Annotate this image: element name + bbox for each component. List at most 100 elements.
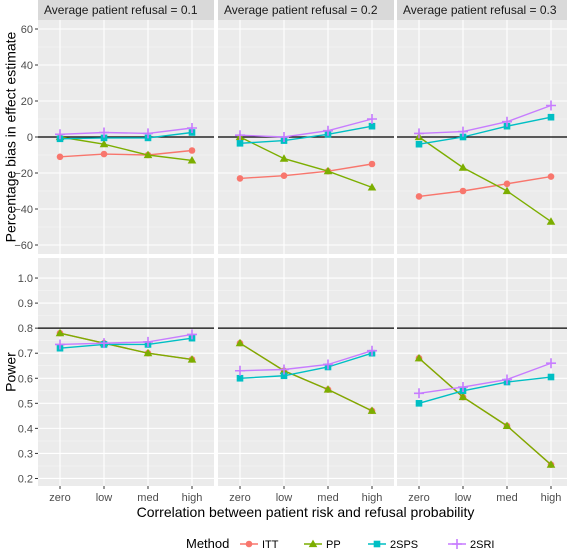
data-point-2sri bbox=[458, 126, 468, 137]
y-tick-label: 40 bbox=[21, 60, 33, 72]
legend-key-pp bbox=[308, 539, 318, 548]
panel-background bbox=[38, 258, 214, 486]
data-point-pp bbox=[502, 186, 512, 195]
y-tick-label: 0.7 bbox=[18, 348, 33, 360]
y-axis-title-bias: Percentage bias in effect estimate bbox=[3, 31, 19, 242]
y-tick-label: 0 bbox=[27, 132, 33, 144]
data-point-pp bbox=[187, 355, 197, 363]
series-line-2sri bbox=[59, 333, 193, 346]
data-point-2sri bbox=[55, 129, 65, 140]
panel bbox=[38, 20, 214, 254]
legend-label-pp: PP bbox=[326, 539, 341, 551]
series-line-pp bbox=[239, 342, 373, 412]
panel bbox=[218, 258, 394, 486]
data-point-pp bbox=[235, 338, 245, 347]
data-point-2sri bbox=[143, 336, 153, 347]
x-tick-label: med bbox=[137, 492, 158, 504]
legend-key-itt bbox=[245, 540, 253, 548]
data-point-2sps bbox=[100, 134, 108, 142]
data-point-2sri bbox=[367, 345, 377, 356]
y-tick-label: 0.9 bbox=[18, 298, 33, 310]
series-line-2sps bbox=[418, 116, 552, 145]
series-line-pp bbox=[59, 136, 193, 162]
x-tick-label: low bbox=[276, 492, 293, 504]
x-axis-title: Correlation between patient risk and ref… bbox=[137, 504, 475, 520]
legend: Method ITT PP 2SPS 2SRI bbox=[186, 536, 494, 551]
y-tick-label: −20 bbox=[14, 168, 33, 180]
data-point-2sri bbox=[458, 382, 468, 393]
x-tick-label: high bbox=[541, 492, 562, 504]
x-tick-label: zero bbox=[229, 492, 250, 504]
legend-label-2sri: 2SRI bbox=[470, 539, 494, 551]
data-point-itt bbox=[547, 173, 555, 180]
series-line-2sri bbox=[239, 350, 373, 372]
series-line-2sri bbox=[418, 362, 552, 394]
data-point-2sps bbox=[368, 122, 376, 130]
y-tick-label: −60 bbox=[14, 240, 33, 252]
panel bbox=[397, 258, 567, 486]
series-line-2sri bbox=[59, 127, 193, 135]
data-point-2sri bbox=[546, 358, 556, 369]
y-tick-label: 0.3 bbox=[18, 448, 33, 460]
x-tick-label: med bbox=[317, 492, 338, 504]
data-point-pp bbox=[367, 183, 377, 191]
data-point-itt bbox=[280, 172, 288, 179]
data-point-pp bbox=[187, 156, 197, 164]
data-point-2sps bbox=[280, 372, 288, 380]
data-point-2sri bbox=[55, 339, 65, 350]
x-tick-label: med bbox=[496, 492, 517, 504]
legend-title: Method bbox=[186, 536, 229, 551]
data-point-2sri bbox=[414, 388, 424, 399]
series-line-itt bbox=[418, 175, 552, 198]
series-line-pp bbox=[418, 357, 552, 466]
data-point-itt bbox=[503, 180, 511, 188]
y-tick-label: 0.8 bbox=[18, 323, 33, 335]
data-point-2sri bbox=[279, 132, 289, 142]
axes-layer: 60 40 20 0 −20 −40 −60 1.0 0.9 0.8 0.7 0.6 0.5 0.4 0.3… bbox=[14, 24, 561, 504]
data-point-itt bbox=[368, 160, 376, 168]
facet-strip bbox=[397, 0, 567, 20]
y-tick-label: 0.4 bbox=[18, 423, 33, 435]
facet-strip-title: Average patient refusal = 0.3 bbox=[403, 3, 557, 17]
x-tick-label: high bbox=[362, 492, 383, 504]
data-point-2sri bbox=[187, 329, 197, 340]
facet-strip-title: Average patient refusal = 0.1 bbox=[44, 3, 198, 17]
x-tick-label: low bbox=[96, 492, 113, 504]
series-line-pp bbox=[59, 332, 193, 361]
series-line-itt bbox=[239, 163, 373, 180]
series-line-pp bbox=[239, 136, 373, 189]
series-line-2sps bbox=[239, 352, 373, 379]
data-point-2sri bbox=[143, 128, 153, 139]
y-tick-label: 0.6 bbox=[18, 373, 33, 385]
data-point-pp bbox=[502, 421, 512, 429]
data-point-2sps bbox=[459, 133, 467, 141]
x-tick-label: zero bbox=[49, 492, 70, 504]
y-tick-label: −40 bbox=[14, 204, 33, 216]
panel bbox=[397, 20, 567, 254]
data-point-pp bbox=[458, 163, 468, 171]
data-point-pp bbox=[55, 328, 65, 337]
data-point-2sri bbox=[414, 128, 424, 139]
data-point-pp bbox=[546, 460, 556, 468]
facet-strip bbox=[218, 0, 394, 20]
y-tick-label: 20 bbox=[21, 96, 33, 108]
data-point-2sri bbox=[502, 374, 512, 385]
data-point-itt bbox=[56, 153, 64, 161]
data-point-2sri bbox=[235, 365, 245, 376]
y-tick-label: 0.5 bbox=[18, 398, 33, 410]
data-point-2sps bbox=[547, 373, 555, 381]
data-point-2sps bbox=[236, 140, 244, 147]
y-tick-label: 60 bbox=[21, 24, 33, 36]
data-point-2sps bbox=[547, 113, 555, 121]
series-line-2sps bbox=[59, 337, 193, 349]
legend-label-itt: ITT bbox=[262, 539, 279, 551]
series-line-itt bbox=[59, 149, 193, 158]
x-tick-label: low bbox=[455, 492, 472, 504]
data-point-2sri bbox=[323, 125, 333, 136]
data-point-itt bbox=[100, 150, 108, 158]
data-point-2sri bbox=[546, 100, 556, 111]
data-point-pp bbox=[458, 392, 468, 401]
series-line-2sps bbox=[418, 376, 552, 404]
legend-key-2sri bbox=[452, 539, 462, 549]
